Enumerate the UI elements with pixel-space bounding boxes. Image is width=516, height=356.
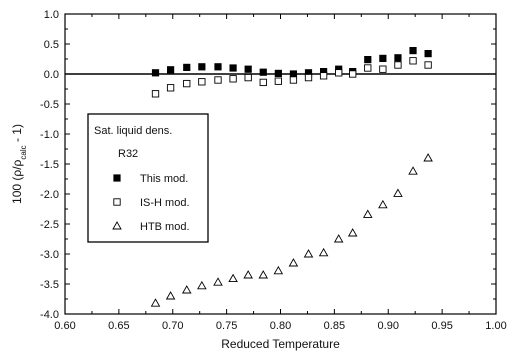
- is-h-mod-point: [424, 61, 432, 69]
- htb-mod-point: [197, 280, 207, 290]
- this-mod-point: [424, 50, 432, 58]
- this-mod-point: [274, 69, 282, 77]
- legend-label: IS-H mod.: [140, 197, 190, 209]
- x-tick-label: 0.65: [108, 320, 129, 332]
- x-tick-label: 0.60: [54, 320, 75, 332]
- x-tick-label: 0.80: [270, 320, 291, 332]
- htb-mod-point: [258, 270, 269, 279]
- y-tick-label: 0.5: [44, 39, 59, 51]
- y-tick-label: -0.5: [40, 99, 59, 111]
- is-h-mod-point: [183, 79, 191, 88]
- this-mod-point: [183, 63, 191, 71]
- htb-mod-point: [243, 270, 253, 279]
- is-h-mod-point: [364, 64, 372, 72]
- y-tick-label: -2.0: [40, 189, 59, 201]
- is-h-mod-point: [259, 78, 267, 87]
- this-mod-point: [379, 54, 387, 63]
- this-mod-point: [289, 70, 298, 78]
- legend-title: Sat. liquid dens.: [94, 125, 172, 137]
- is-h-mod-point: [166, 84, 175, 92]
- y-tick-label: -2.5: [40, 219, 59, 231]
- htb-mod-point: [150, 298, 161, 307]
- is-h-mod-point: [349, 70, 357, 78]
- this-mod-point: [166, 66, 175, 74]
- htb-mod-point: [288, 258, 299, 267]
- is-h-mod-point: [304, 73, 313, 82]
- this-mod-point: [394, 54, 402, 62]
- htb-mod-point: [228, 273, 238, 283]
- is-h-mod-point: [198, 78, 206, 86]
- htb-mod-point: [303, 249, 314, 258]
- htb-mod-point: [273, 265, 284, 275]
- htb-mod-point: [423, 153, 433, 162]
- is-h-mod-point: [394, 61, 402, 69]
- y-tick-label: -1.5: [40, 159, 59, 171]
- this-mod-point: [198, 63, 206, 71]
- is-h-mod-point: [319, 72, 328, 80]
- htb-mod-point: [408, 166, 418, 175]
- legend-marker-is-h-mod: [113, 198, 121, 206]
- y-tick-label: 1.0: [44, 9, 59, 21]
- y-tick-label: -3.5: [40, 279, 59, 291]
- this-mod-point: [244, 65, 252, 73]
- this-mod-point: [364, 56, 372, 64]
- x-tick-label: 0.75: [216, 320, 237, 332]
- y-axis-title: 100 (ρ/ρcalc - 1): [10, 124, 28, 204]
- htb-mod-point: [181, 285, 192, 294]
- y-tick-label: -4.0: [40, 309, 59, 321]
- is-h-mod-point: [274, 77, 282, 85]
- is-h-mod-point: [379, 65, 387, 73]
- legend-marker-this-mod: [113, 174, 121, 182]
- x-axis-title: Reduced Temperature: [221, 337, 340, 351]
- is-h-mod-point: [289, 76, 298, 84]
- this-mod-point: [409, 47, 417, 55]
- htb-mod-point: [378, 199, 388, 209]
- axes-layer: 0.60 0.65 0.70 0.75 0.80 0.85 0.90 0.95 1.00 1.0 0…: [40, 9, 507, 332]
- htb-mod-point: [393, 188, 403, 197]
- this-mod-point: [259, 68, 267, 76]
- x-tick-label: 0.85: [324, 320, 345, 332]
- is-h-mod-point: [335, 69, 343, 77]
- htb-mod-point: [347, 228, 358, 237]
- x-tick-label: 0.70: [162, 320, 183, 332]
- x-tick-label: 1.00: [485, 320, 506, 332]
- legend-label: HTB mod.: [140, 221, 190, 233]
- is-h-mod-point: [214, 76, 222, 84]
- data-layer: [150, 47, 433, 307]
- legend-subtitle: R32: [118, 148, 138, 160]
- htb-mod-point: [165, 291, 176, 300]
- is-h-mod-point: [229, 75, 237, 83]
- this-mod-point: [229, 64, 237, 72]
- y-tick-label: 0.0: [44, 69, 59, 81]
- y-tick-label: -1.0: [40, 129, 59, 141]
- is-h-mod-point: [151, 90, 160, 98]
- is-h-mod-point: [409, 57, 417, 65]
- htb-mod-point: [363, 209, 373, 218]
- is-h-mod-point: [244, 73, 252, 82]
- htb-mod-point: [318, 247, 329, 257]
- this-mod-point: [151, 69, 160, 77]
- legend-box: [87, 113, 209, 243]
- y-tick-label: -3.0: [40, 249, 59, 261]
- htb-mod-point: [213, 277, 223, 286]
- x-tick-label: 0.95: [431, 320, 452, 332]
- this-mod-point: [214, 63, 222, 71]
- htb-mod-point: [333, 234, 344, 243]
- x-tick-label: 0.90: [378, 320, 399, 332]
- legend-label: This mod.: [140, 173, 188, 185]
- legend-marker-htb-mod: [112, 221, 122, 230]
- legend: Sat. liquid dens. R32 This mod. IS-H mod. HT…: [87, 113, 209, 243]
